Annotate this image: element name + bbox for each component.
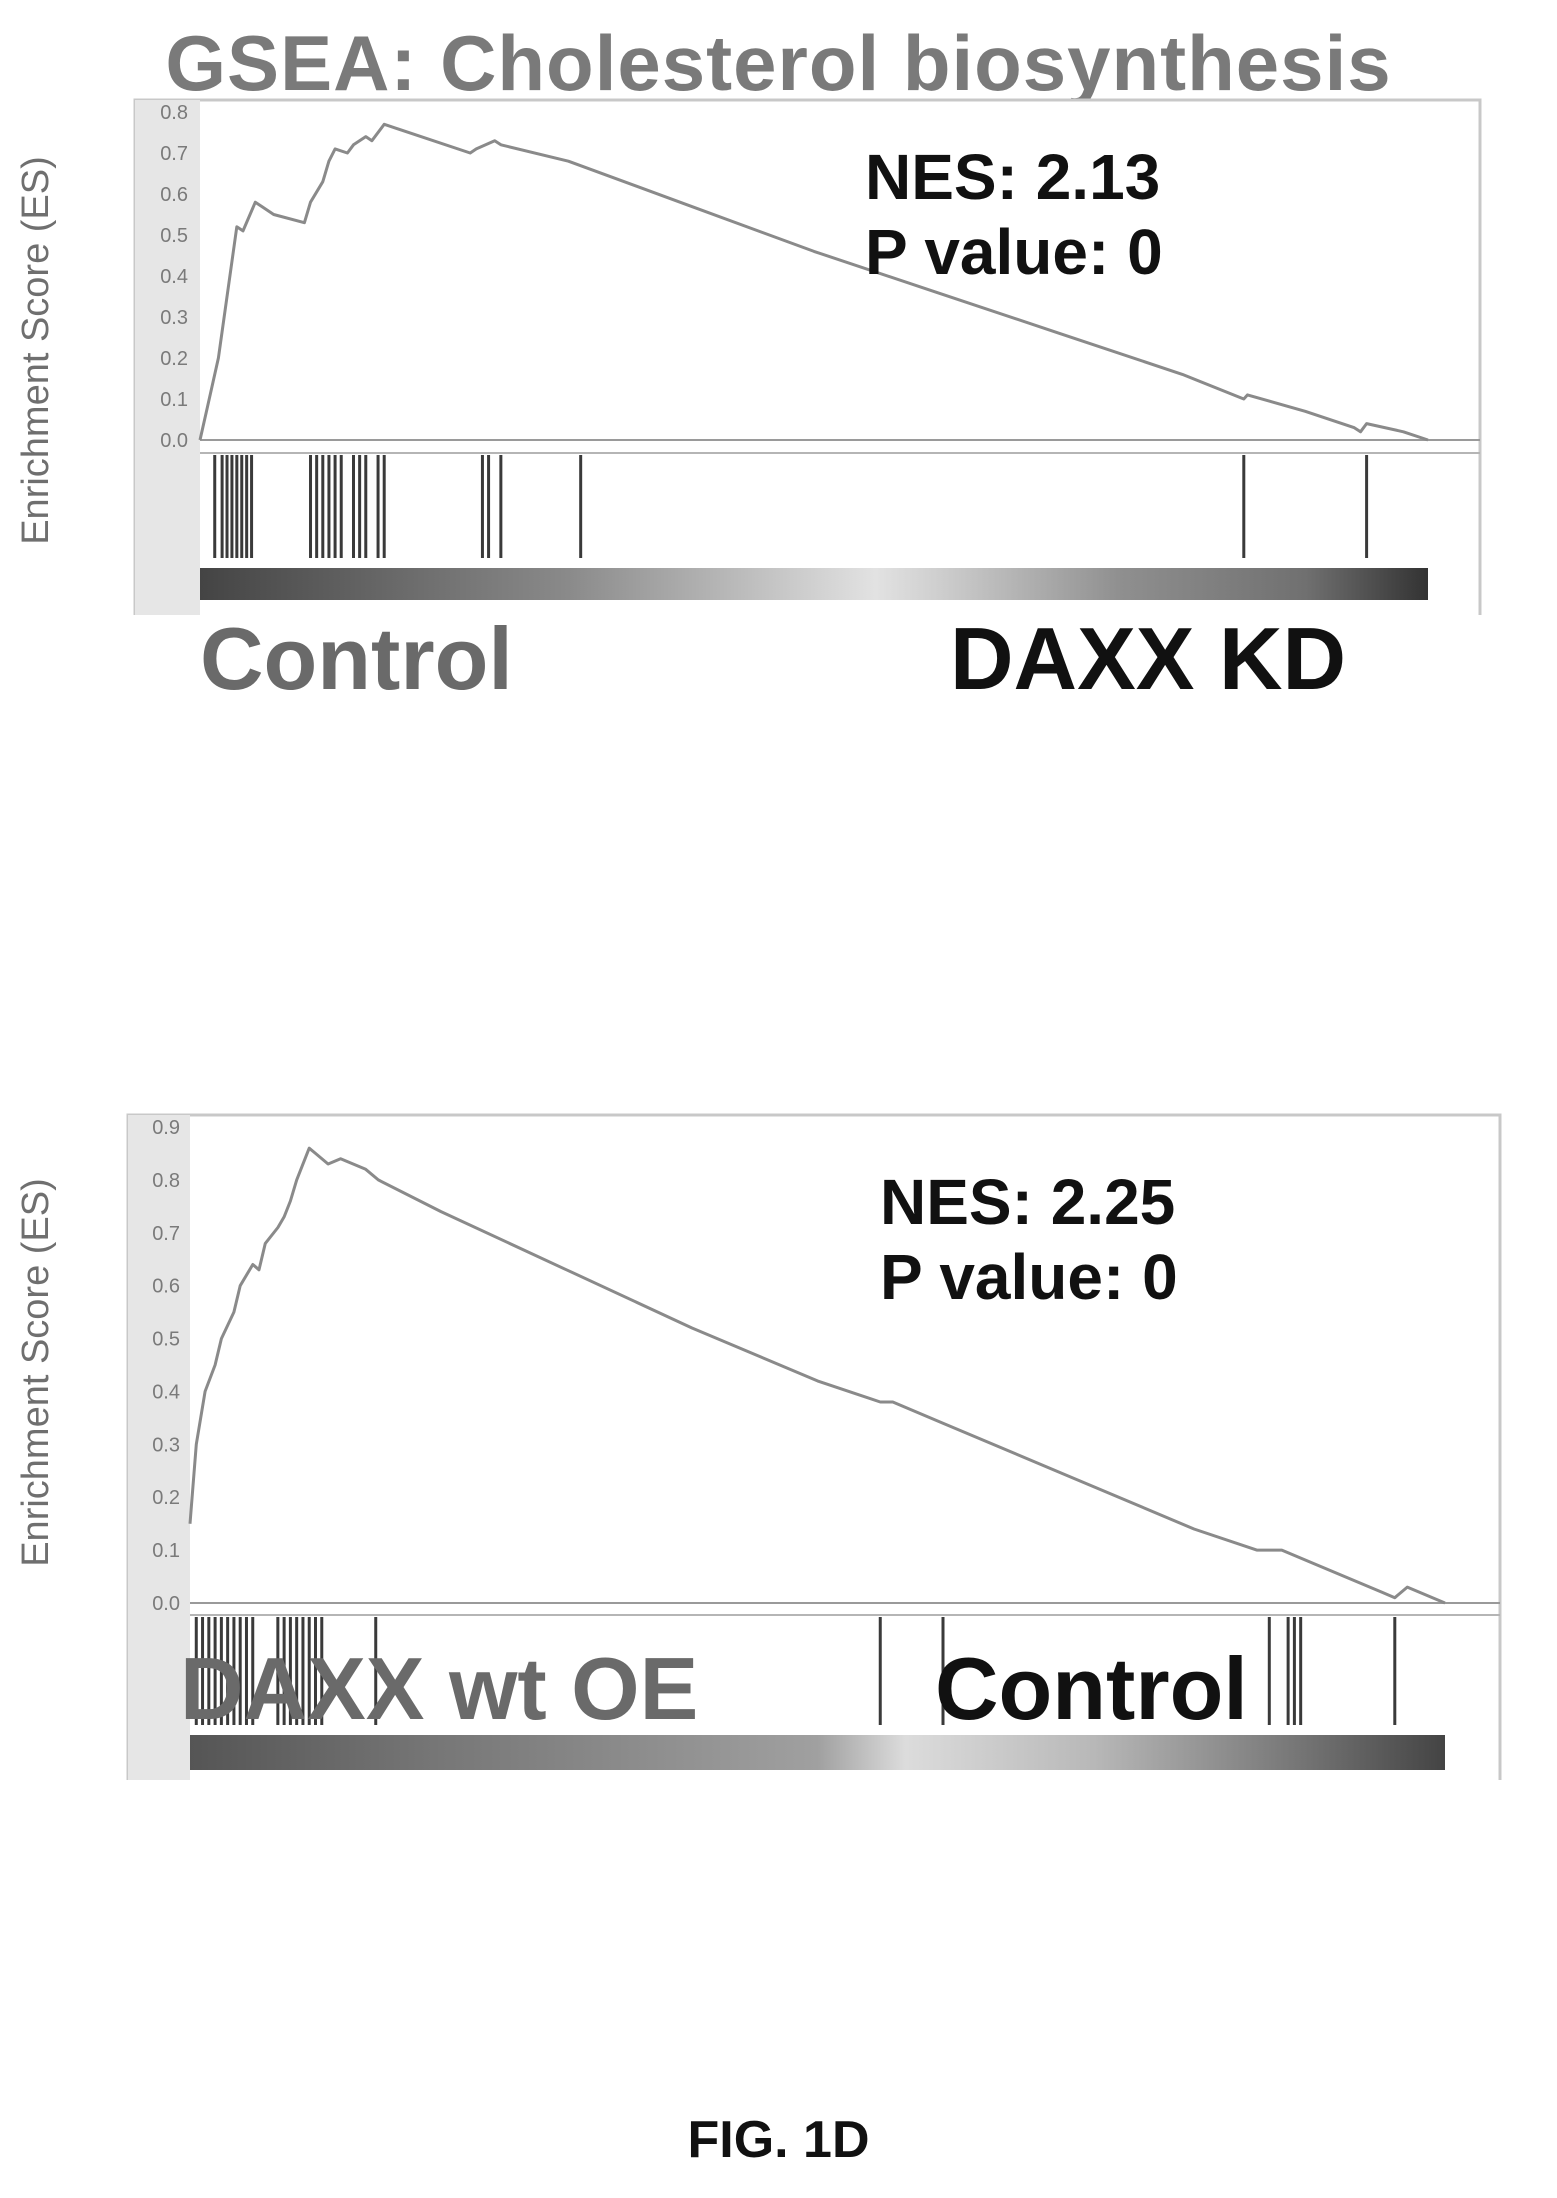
y-tick-label: 0.0 xyxy=(160,430,188,452)
y-tick-label: 0.7 xyxy=(152,1223,180,1245)
nes-value: NES: 2.13 xyxy=(865,141,1161,213)
plot-frame xyxy=(126,1113,1502,1780)
group-label-right: DAXX KD xyxy=(950,609,1347,708)
p-value: P value: 0 xyxy=(865,216,1163,288)
y-tick-label: 0.8 xyxy=(160,102,188,124)
y-tick-label: 0.8 xyxy=(152,1170,180,1192)
y-tick-label: 0.2 xyxy=(152,1487,180,1509)
y-tick-label: 0.6 xyxy=(160,184,188,206)
gsea-panel-1: Enrichment Score (ES) 0.8 0.7 0.6 0.5 0.4 0.3… xyxy=(0,95,1557,703)
group-label-left: Control xyxy=(200,609,513,708)
y-tick-label: 0.0 xyxy=(152,1593,180,1615)
gsea-plot-svg: 0.8 0.7 0.6 0.5 0.4 0.3 0.2 0.1 0.0 xyxy=(133,98,1482,615)
group-label-right: Control xyxy=(935,1639,1248,1738)
es-curve xyxy=(188,1146,1446,1605)
p-value: P value: 0 xyxy=(880,1241,1178,1313)
y-tick-label: 0.6 xyxy=(152,1276,180,1298)
es-curve xyxy=(198,122,1429,442)
axis-strip xyxy=(128,1115,190,1780)
ranked-list-bar xyxy=(200,568,1428,600)
y-tick-label: 0.2 xyxy=(160,348,188,370)
y-tick-label: 0.3 xyxy=(152,1434,180,1456)
y-tick-label: 0.9 xyxy=(152,1117,180,1139)
gsea-plot-svg: 0.9 0.8 0.7 0.6 0.5 0.4 0.3 0.2 0.1 0.0 xyxy=(126,1113,1502,1780)
y-tick-label: 0.4 xyxy=(160,266,188,288)
axis-strip xyxy=(135,100,200,615)
plot-frame xyxy=(133,98,1482,615)
nes-value: NES: 2.25 xyxy=(880,1166,1176,1238)
chart-title: GSEA: Cholesterol biosynthesis xyxy=(165,19,1392,107)
gsea-panel-2: Enrichment Score (ES) 0.9 0.8 0.7 0.6 0.5 0.4… xyxy=(0,1110,1557,1780)
y-tick-label: 0.1 xyxy=(160,389,188,411)
y-tick-label: 0.7 xyxy=(160,143,188,165)
y-tick-label: 0.4 xyxy=(152,1381,180,1403)
figure-label: FIG. 1D xyxy=(687,2111,870,2169)
y-tick-label: 0.1 xyxy=(152,1540,180,1562)
ranked-list-bar xyxy=(190,1735,1445,1770)
y-tick-label: 0.3 xyxy=(160,307,188,329)
y-tick-label: 0.5 xyxy=(152,1329,180,1351)
group-label-left: DAXX wt OE xyxy=(180,1639,699,1738)
y-tick-label: 0.5 xyxy=(160,225,188,247)
